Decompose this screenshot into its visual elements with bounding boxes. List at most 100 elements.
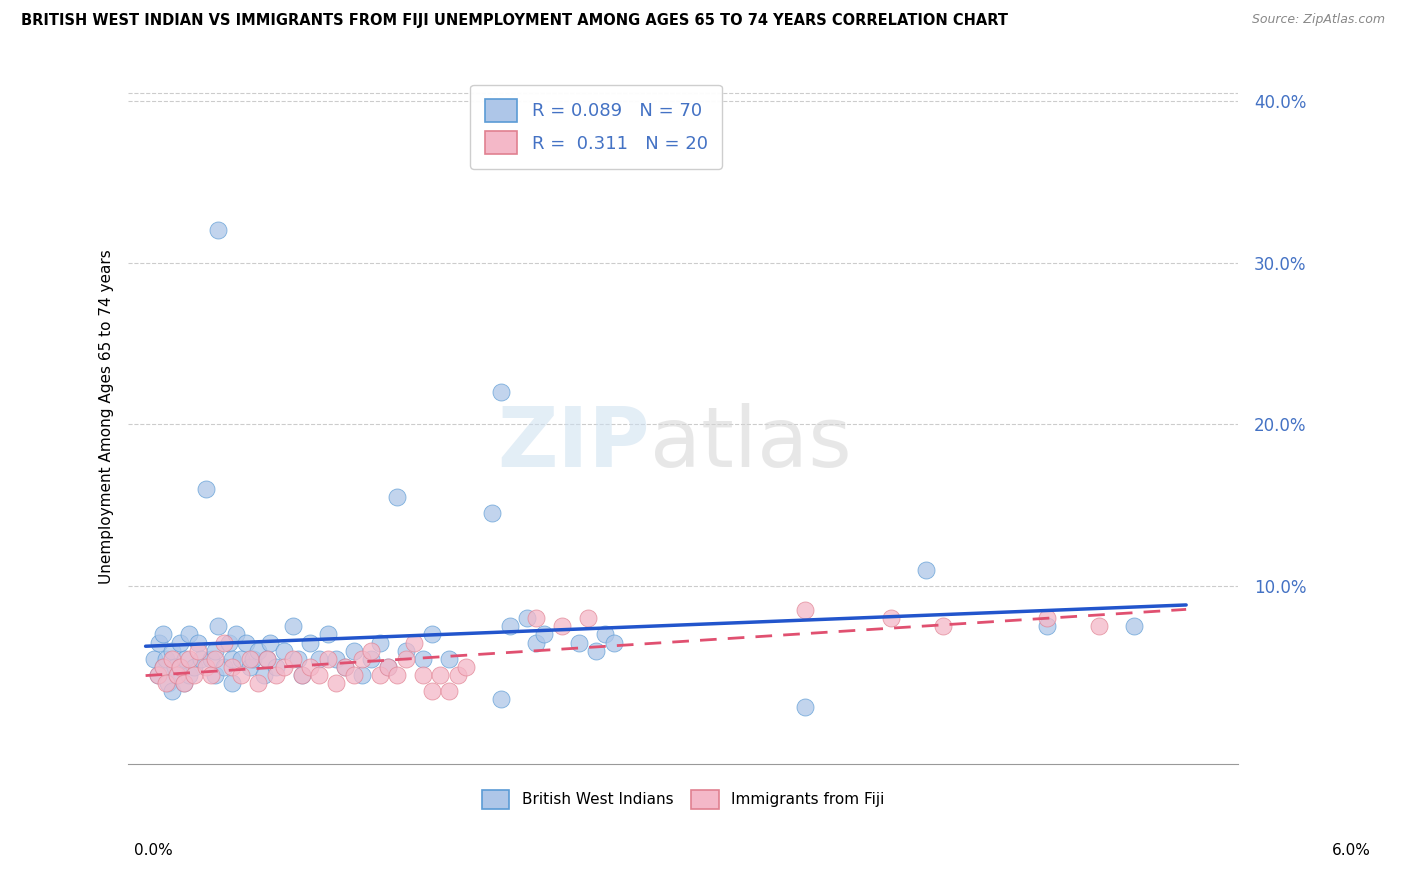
Point xyxy=(880,611,903,625)
Text: ZIP: ZIP xyxy=(498,403,650,484)
Point xyxy=(239,651,262,665)
Point xyxy=(165,660,187,674)
Point xyxy=(160,651,183,665)
Point xyxy=(377,660,399,674)
Point xyxy=(143,651,166,665)
Point xyxy=(152,660,174,674)
Point xyxy=(273,660,295,674)
Point xyxy=(343,668,366,682)
Point xyxy=(308,651,330,665)
Point xyxy=(235,635,257,649)
Point xyxy=(169,660,191,674)
Point xyxy=(352,651,374,665)
Point xyxy=(593,627,616,641)
Point xyxy=(385,490,408,504)
Point xyxy=(239,660,262,674)
Point xyxy=(204,643,226,657)
Point xyxy=(1036,611,1059,625)
Point xyxy=(155,676,177,690)
Point xyxy=(291,668,314,682)
Point xyxy=(229,668,252,682)
Point xyxy=(146,668,169,682)
Point xyxy=(256,651,278,665)
Point xyxy=(412,651,434,665)
Point xyxy=(160,684,183,698)
Point xyxy=(368,635,391,649)
Point xyxy=(166,668,188,682)
Point xyxy=(177,627,200,641)
Point xyxy=(152,627,174,641)
Text: 0.0%: 0.0% xyxy=(134,843,173,858)
Point xyxy=(499,619,522,633)
Point xyxy=(524,611,547,625)
Point xyxy=(429,668,451,682)
Point xyxy=(551,619,574,633)
Point xyxy=(195,660,218,674)
Point xyxy=(177,651,200,665)
Point xyxy=(207,619,229,633)
Point xyxy=(412,668,434,682)
Point xyxy=(166,668,188,682)
Point xyxy=(221,660,243,674)
Point xyxy=(533,627,555,641)
Point xyxy=(1088,619,1111,633)
Point xyxy=(169,635,191,649)
Point xyxy=(242,651,264,665)
Point xyxy=(174,651,197,665)
Point xyxy=(377,660,399,674)
Point xyxy=(395,643,418,657)
Point xyxy=(915,563,938,577)
Point xyxy=(247,676,270,690)
Point xyxy=(447,668,470,682)
Point xyxy=(212,635,235,649)
Point xyxy=(395,651,418,665)
Point xyxy=(360,651,382,665)
Point xyxy=(299,635,322,649)
Point xyxy=(207,223,229,237)
Point xyxy=(325,651,347,665)
Text: 6.0%: 6.0% xyxy=(1331,843,1371,858)
Point xyxy=(259,635,281,649)
Point xyxy=(264,668,287,682)
Text: Source: ZipAtlas.com: Source: ZipAtlas.com xyxy=(1251,13,1385,27)
Point xyxy=(183,660,205,674)
Point xyxy=(281,619,304,633)
Point xyxy=(404,635,426,649)
Point xyxy=(218,635,240,649)
Point xyxy=(221,651,243,665)
Point xyxy=(360,643,382,657)
Point xyxy=(481,506,503,520)
Point xyxy=(229,651,252,665)
Text: BRITISH WEST INDIAN VS IMMIGRANTS FROM FIJI UNEMPLOYMENT AMONG AGES 65 TO 74 YEA: BRITISH WEST INDIAN VS IMMIGRANTS FROM F… xyxy=(21,13,1008,29)
Legend: British West Indians, Immigrants from Fiji: British West Indians, Immigrants from Fi… xyxy=(475,783,891,815)
Point xyxy=(316,627,339,641)
Point xyxy=(273,643,295,657)
Point xyxy=(177,668,200,682)
Point xyxy=(204,651,226,665)
Point xyxy=(195,482,218,496)
Point xyxy=(173,676,195,690)
Text: atlas: atlas xyxy=(650,403,852,484)
Y-axis label: Unemployment Among Ages 65 to 74 years: Unemployment Among Ages 65 to 74 years xyxy=(100,249,114,583)
Point xyxy=(932,619,955,633)
Point xyxy=(200,651,222,665)
Point xyxy=(221,676,243,690)
Point xyxy=(420,684,443,698)
Point xyxy=(603,635,626,649)
Point xyxy=(212,660,235,674)
Point xyxy=(576,611,599,625)
Point xyxy=(343,643,366,657)
Point xyxy=(437,651,460,665)
Point xyxy=(585,643,607,657)
Point xyxy=(281,651,304,665)
Point xyxy=(793,700,815,714)
Point xyxy=(152,660,174,674)
Point xyxy=(333,660,356,674)
Point xyxy=(247,643,270,657)
Point xyxy=(200,668,222,682)
Point xyxy=(204,668,226,682)
Point xyxy=(256,651,278,665)
Point xyxy=(316,651,339,665)
Point xyxy=(437,684,460,698)
Point xyxy=(1123,619,1146,633)
